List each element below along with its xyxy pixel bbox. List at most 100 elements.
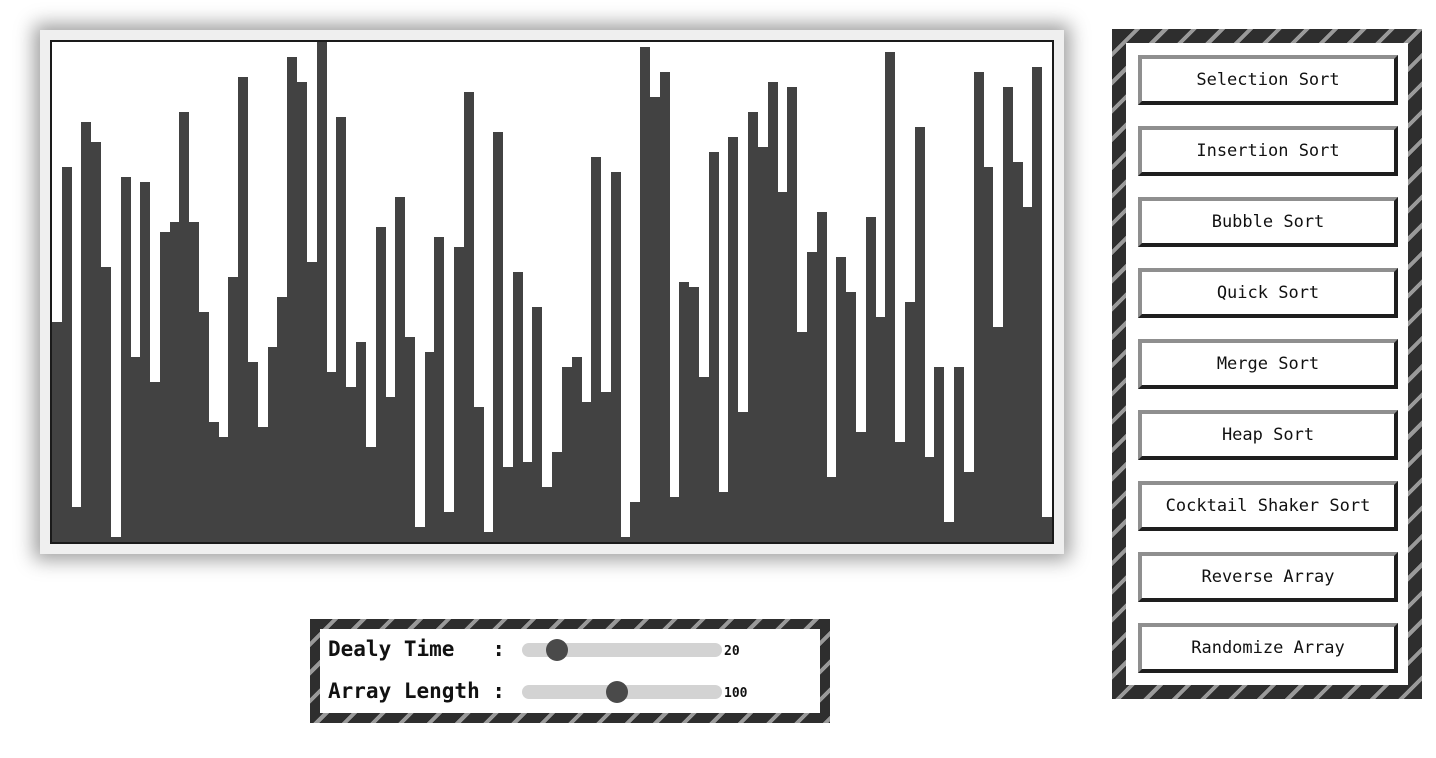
array-bar (659, 72, 670, 542)
array-bar (434, 237, 445, 542)
controls-panel-inner: Dealy Time : 20 Array Length : 100 (320, 629, 820, 713)
array-bar (846, 292, 857, 542)
array-bar (81, 122, 92, 542)
delay-time-slider-thumb[interactable] (545, 639, 568, 661)
array-bar (963, 472, 974, 542)
array-bar (748, 112, 759, 542)
array-bar (365, 447, 376, 542)
array-bar (855, 432, 866, 542)
delay-time-value: 20 (724, 644, 740, 659)
array-bar (532, 307, 543, 542)
array-bar (552, 452, 562, 542)
array-length-value: 100 (724, 686, 748, 701)
array-bar (110, 537, 121, 542)
array-bar (591, 157, 602, 542)
sort-panel: Selection Sort Insertion Sort Bubble Sor… (1112, 29, 1422, 699)
array-bar (1002, 87, 1013, 542)
array-bar (826, 477, 837, 542)
array-bar (787, 87, 798, 542)
bubble-sort-button[interactable]: Bubble Sort (1138, 197, 1398, 247)
array-bar (248, 362, 259, 542)
array-bar (120, 177, 131, 542)
array-length-slider-thumb[interactable] (606, 681, 629, 703)
array-bar (718, 492, 729, 542)
array-bar (169, 222, 180, 542)
array-bar (1022, 207, 1033, 542)
bar-chart-canvas (50, 40, 1054, 544)
array-bar (179, 112, 190, 542)
array-bar (640, 47, 651, 542)
array-bar (904, 302, 915, 542)
array-bar (414, 527, 425, 542)
array-bar (267, 347, 278, 542)
reverse-array-button[interactable]: Reverse Array (1138, 552, 1398, 602)
array-bar (650, 97, 661, 542)
array-bar (424, 352, 435, 542)
array-bar (61, 167, 72, 542)
array-bar (71, 507, 82, 542)
visualizer-frame (40, 30, 1064, 554)
array-bar (993, 327, 1004, 542)
array-bar (493, 132, 504, 542)
array-bar (306, 262, 317, 542)
array-bar (1032, 67, 1043, 542)
quick-sort-button[interactable]: Quick Sort (1138, 268, 1398, 318)
array-bar (473, 407, 484, 542)
array-bar (277, 297, 288, 542)
array-bar (228, 277, 239, 542)
array-bar (767, 82, 778, 542)
array-bar (875, 317, 886, 542)
array-bar (385, 397, 396, 542)
controls-panel: Dealy Time : 20 Array Length : 100 (310, 619, 830, 723)
array-bar (757, 147, 768, 542)
array-bar (257, 427, 268, 542)
cocktail-shaker-sort-button[interactable]: Cocktail Shaker Sort (1138, 481, 1398, 531)
array-bar (934, 367, 945, 542)
randomize-array-button[interactable]: Randomize Array (1138, 623, 1398, 673)
array-bar (444, 512, 455, 542)
array-bar (101, 267, 112, 542)
array-bar (944, 522, 955, 542)
selection-sort-button[interactable]: Selection Sort (1138, 55, 1398, 105)
array-bar (1042, 517, 1052, 542)
array-bar (130, 357, 141, 542)
array-bar (806, 252, 817, 542)
array-bar (287, 57, 298, 542)
array-bar (238, 77, 249, 542)
array-bar (453, 247, 464, 542)
array-bar (404, 337, 415, 542)
array-bar (816, 212, 827, 542)
array-bar (836, 257, 847, 542)
array-bar (1012, 162, 1023, 542)
array-bar (208, 422, 219, 542)
heap-sort-button[interactable]: Heap Sort (1138, 410, 1398, 460)
array-bar (601, 392, 612, 542)
array-bar (395, 197, 406, 542)
array-bar (542, 487, 553, 542)
array-bar (728, 137, 739, 542)
array-length-label: Array Length : (328, 679, 506, 703)
array-bar (522, 462, 533, 542)
array-bar (708, 152, 719, 542)
array-bar (620, 537, 631, 542)
array-bar (140, 182, 151, 542)
array-bar (189, 222, 200, 542)
array-bar (953, 367, 964, 542)
array-bar (150, 382, 161, 542)
array-bar (512, 272, 523, 542)
array-bar (199, 312, 210, 542)
array-bar (885, 52, 896, 542)
array-bar (218, 437, 229, 542)
array-bar (483, 532, 494, 542)
delay-time-slider[interactable] (522, 639, 722, 661)
array-bar (297, 82, 308, 542)
array-bar (346, 387, 357, 542)
insertion-sort-button[interactable]: Insertion Sort (1138, 126, 1398, 176)
array-length-slider[interactable] (522, 681, 722, 703)
merge-sort-button[interactable]: Merge Sort (1138, 339, 1398, 389)
array-bar (326, 372, 337, 542)
array-bar (463, 92, 474, 542)
array-bar (355, 342, 366, 542)
array-bar (973, 72, 984, 542)
array-bar (914, 127, 925, 542)
